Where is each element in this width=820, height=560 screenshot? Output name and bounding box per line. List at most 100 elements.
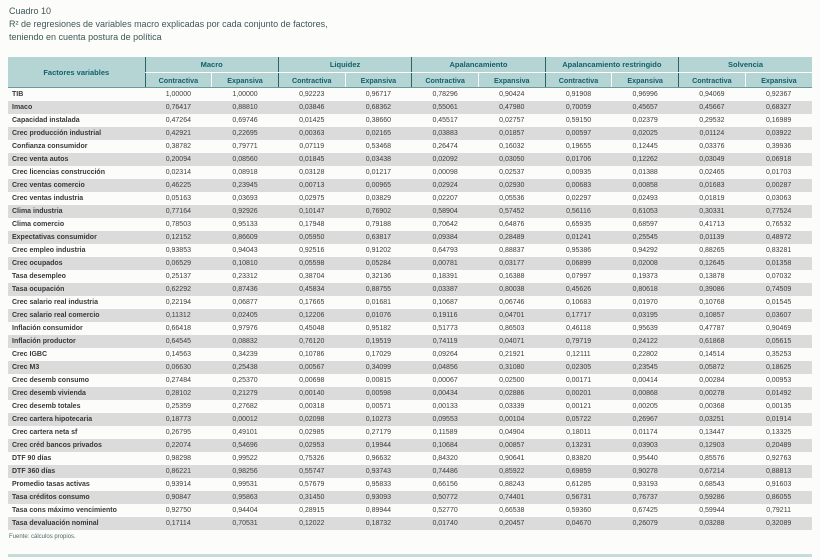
cell-value: 0,46118	[566, 324, 591, 332]
cell-value: 0,00953	[765, 376, 792, 384]
cell-value: 0,10786	[299, 350, 325, 358]
row-label: DTF 90 días	[12, 454, 52, 462]
cell-value: 0,09264	[432, 350, 458, 358]
row-label: Crec empleo industria	[12, 246, 86, 254]
cell-value: 0,02924	[432, 181, 458, 189]
cell-value: 0,01139	[699, 233, 725, 241]
cell-value: 0,61053	[632, 207, 658, 215]
row-label: Crec venta autos	[12, 155, 69, 163]
cell-value: 1,00000	[165, 90, 191, 98]
cell-value: 0,00965	[365, 181, 392, 189]
row-label: Capacidad instalada	[12, 116, 80, 124]
cell-value: 0,03177	[499, 259, 525, 267]
cell-value: 0,89944	[365, 506, 392, 514]
cell-value: 0,03387	[432, 285, 458, 293]
cell-value: 0,07032	[765, 272, 792, 280]
cell-value: 0,55747	[299, 467, 325, 475]
cell-value: 0,02985	[299, 428, 325, 436]
cell-value: 0,05284	[365, 259, 392, 267]
cell-value: 0,34099	[365, 363, 392, 371]
cell-value: 0,04071	[499, 337, 525, 345]
cell-value: 0,02886	[499, 389, 525, 397]
cell-value: 0,26474	[432, 142, 458, 150]
cell-value: 0,59150	[565, 116, 592, 124]
sub-header-2-expansiva: Expansiva	[344, 72, 412, 88]
table-title-line1: R² de regresiones de variables macro exp…	[9, 19, 328, 29]
cell-value: 0,06630	[165, 363, 191, 371]
cell-value: 0,68597	[632, 220, 658, 228]
cell-value: 0,10273	[365, 415, 392, 423]
row-label: Promedio tasas activas	[12, 480, 90, 488]
cell-value: 0,03288	[699, 519, 725, 527]
cell-value: 0,95386	[565, 246, 592, 254]
cell-value: 0,08832	[232, 337, 258, 345]
table-row: Capacidad instalada 0,47264 0,69746 0,01425…	[8, 114, 812, 127]
cell-value: 0,22194	[165, 298, 191, 306]
cell-value: 0,27682	[232, 402, 258, 410]
cell-value: 0,88265	[699, 246, 725, 254]
table-row: Crec ocupados 0,06529 0,10810 0,05598 0,0528…	[8, 256, 812, 270]
row-label: Crec ventas industria	[12, 194, 84, 202]
cell-value: 0,94069	[699, 90, 725, 98]
table-row: Confianza consumidor 0,38782 0,79771 0,0711…	[8, 140, 812, 153]
cell-value: 0,80038	[499, 285, 525, 293]
cell-value: 0,08560	[232, 155, 258, 163]
cell-value: 0,03846	[299, 103, 325, 111]
cell-value: 0,11589	[432, 428, 458, 436]
cell-value: 0,10857	[699, 311, 725, 319]
cell-value: 0,02297	[565, 194, 592, 202]
cell-value: 0,03903	[632, 441, 658, 449]
table-row: TIB 1,00000 1,00000 0,92223 0,96717 0,78296 0,…	[8, 88, 812, 101]
cell-value: 0,47787	[699, 324, 725, 332]
cell-value: 0,02025	[632, 129, 658, 137]
cell-value: 0,78503	[165, 220, 191, 228]
cell-value: 0,03438	[365, 155, 392, 163]
cell-value: 0,20489	[765, 441, 792, 449]
cell-value: 0,92516	[299, 246, 325, 254]
cell-value: 0,27179	[365, 428, 392, 436]
cell-value: 0,70059	[565, 103, 592, 111]
cell-value: 0,68327	[765, 103, 792, 111]
cell-value: 0,95182	[365, 324, 392, 332]
cell-value: 0,01425	[299, 116, 325, 124]
cell-value: 0,00414	[632, 376, 658, 384]
title-block: Cuadro 10 R² de regresiones de variables…	[0, 0, 820, 43]
cell-value: 0,17717	[565, 311, 592, 319]
cell-value: 0,95863	[232, 493, 258, 501]
cell-value: 0,70642	[432, 220, 458, 228]
group-header-3: Apalancamiento	[411, 57, 546, 73]
cell-value: 0,17948	[299, 220, 325, 228]
cell-value: 0,45667	[699, 103, 725, 111]
row-label: Tasa créditos consumo	[12, 493, 90, 501]
sub-header-5-contractiva: Contractiva	[678, 72, 746, 88]
table-row: Tasa créditos consumo 0,90847 0,95863 0,314…	[8, 490, 812, 504]
row-label: Confianza consumidor	[12, 142, 88, 150]
cell-value: 0,03128	[299, 168, 325, 176]
table-row: Crec desemb totales 0,25359 0,27682 0,00318…	[8, 400, 812, 413]
row-label: Inflación productor	[12, 337, 76, 345]
cell-value: 0,38782	[165, 142, 191, 150]
cell-value: 0,28915	[299, 506, 325, 514]
table-row: Imaco 0,76417 0,88810 0,03846 0,68362 0,55061…	[8, 100, 812, 114]
cell-value: 0,10147	[299, 207, 325, 215]
cell-value: 0,96996	[632, 90, 658, 98]
cell-value: 0,74486	[432, 467, 458, 475]
cell-value: 0,00278	[699, 389, 725, 397]
row-label: Tasa cons máximo vencimiento	[12, 506, 117, 514]
cell-value: 0,03339	[499, 402, 525, 410]
cell-value: 0,00012	[232, 415, 258, 423]
cell-value: 0,59286	[699, 493, 725, 501]
cell-value: 0,00815	[365, 376, 392, 384]
cell-value: 0,74119	[432, 337, 458, 345]
cell-value: 0,03376	[699, 142, 725, 150]
cell-value: 0,19519	[365, 337, 392, 345]
cell-value: 0,01683	[699, 181, 725, 189]
cell-value: 0,94292	[632, 246, 658, 254]
cell-value: 0,99522	[232, 454, 258, 462]
cell-value: 0,10683	[565, 298, 592, 306]
cell-value: 0,12206	[299, 311, 325, 319]
cell-value: 0,26795	[165, 428, 191, 436]
sub-header-1-expansiva: Expansiva	[211, 72, 279, 88]
cell-value: 0,18732	[365, 519, 392, 527]
